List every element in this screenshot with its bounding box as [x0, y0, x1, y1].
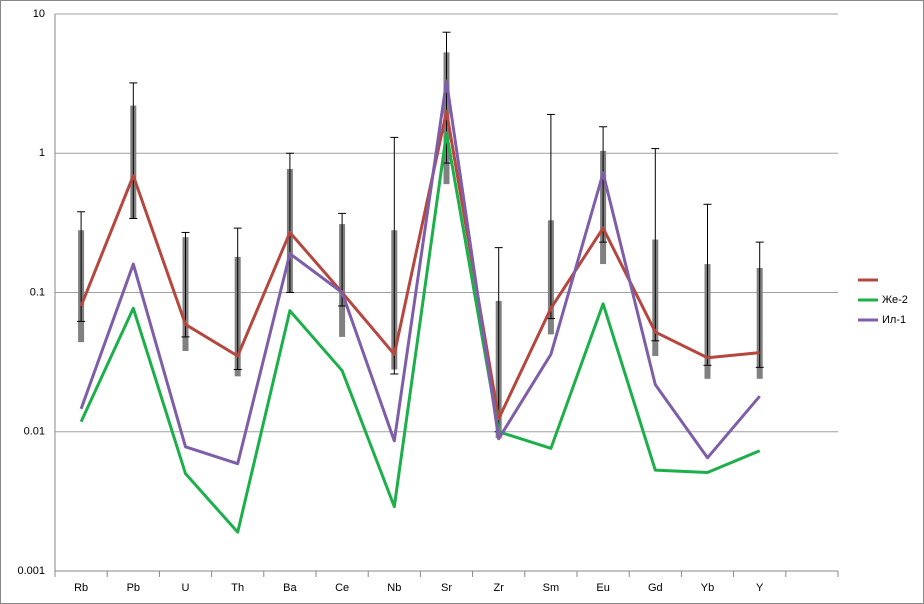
x-tick-label: Th — [231, 582, 244, 594]
series-line — [79, 79, 761, 466]
y-tick-label: 0.1 — [30, 286, 45, 298]
series-line — [79, 109, 760, 421]
x-tick-label: Y — [756, 582, 764, 594]
x-tick-label: Sm — [543, 582, 560, 594]
legend-label: Ил-1 — [882, 314, 906, 326]
x-tick-label: Rb — [74, 582, 88, 594]
x-tick-label: Nb — [387, 582, 401, 594]
y-tick-label: 0.001 — [17, 565, 45, 577]
x-tick-label: U — [182, 582, 190, 594]
x-tick-label: Eu — [596, 582, 609, 594]
y-tick-label: 0.01 — [24, 426, 45, 438]
x-tick-label: Sr — [441, 582, 452, 594]
x-tick-label: Gd — [648, 582, 663, 594]
x-tick-label: Ce — [335, 582, 349, 594]
y-tick-label: 1 — [39, 147, 45, 159]
series-line — [79, 131, 761, 534]
x-tick-label: Yb — [701, 582, 714, 594]
x-tick-label: Ba — [283, 582, 297, 594]
x-tick-label: Pb — [127, 582, 140, 594]
legend-label: Же-2 — [882, 294, 908, 306]
y-tick-label: 10 — [33, 8, 45, 20]
x-tick-label: Zr — [494, 582, 505, 594]
